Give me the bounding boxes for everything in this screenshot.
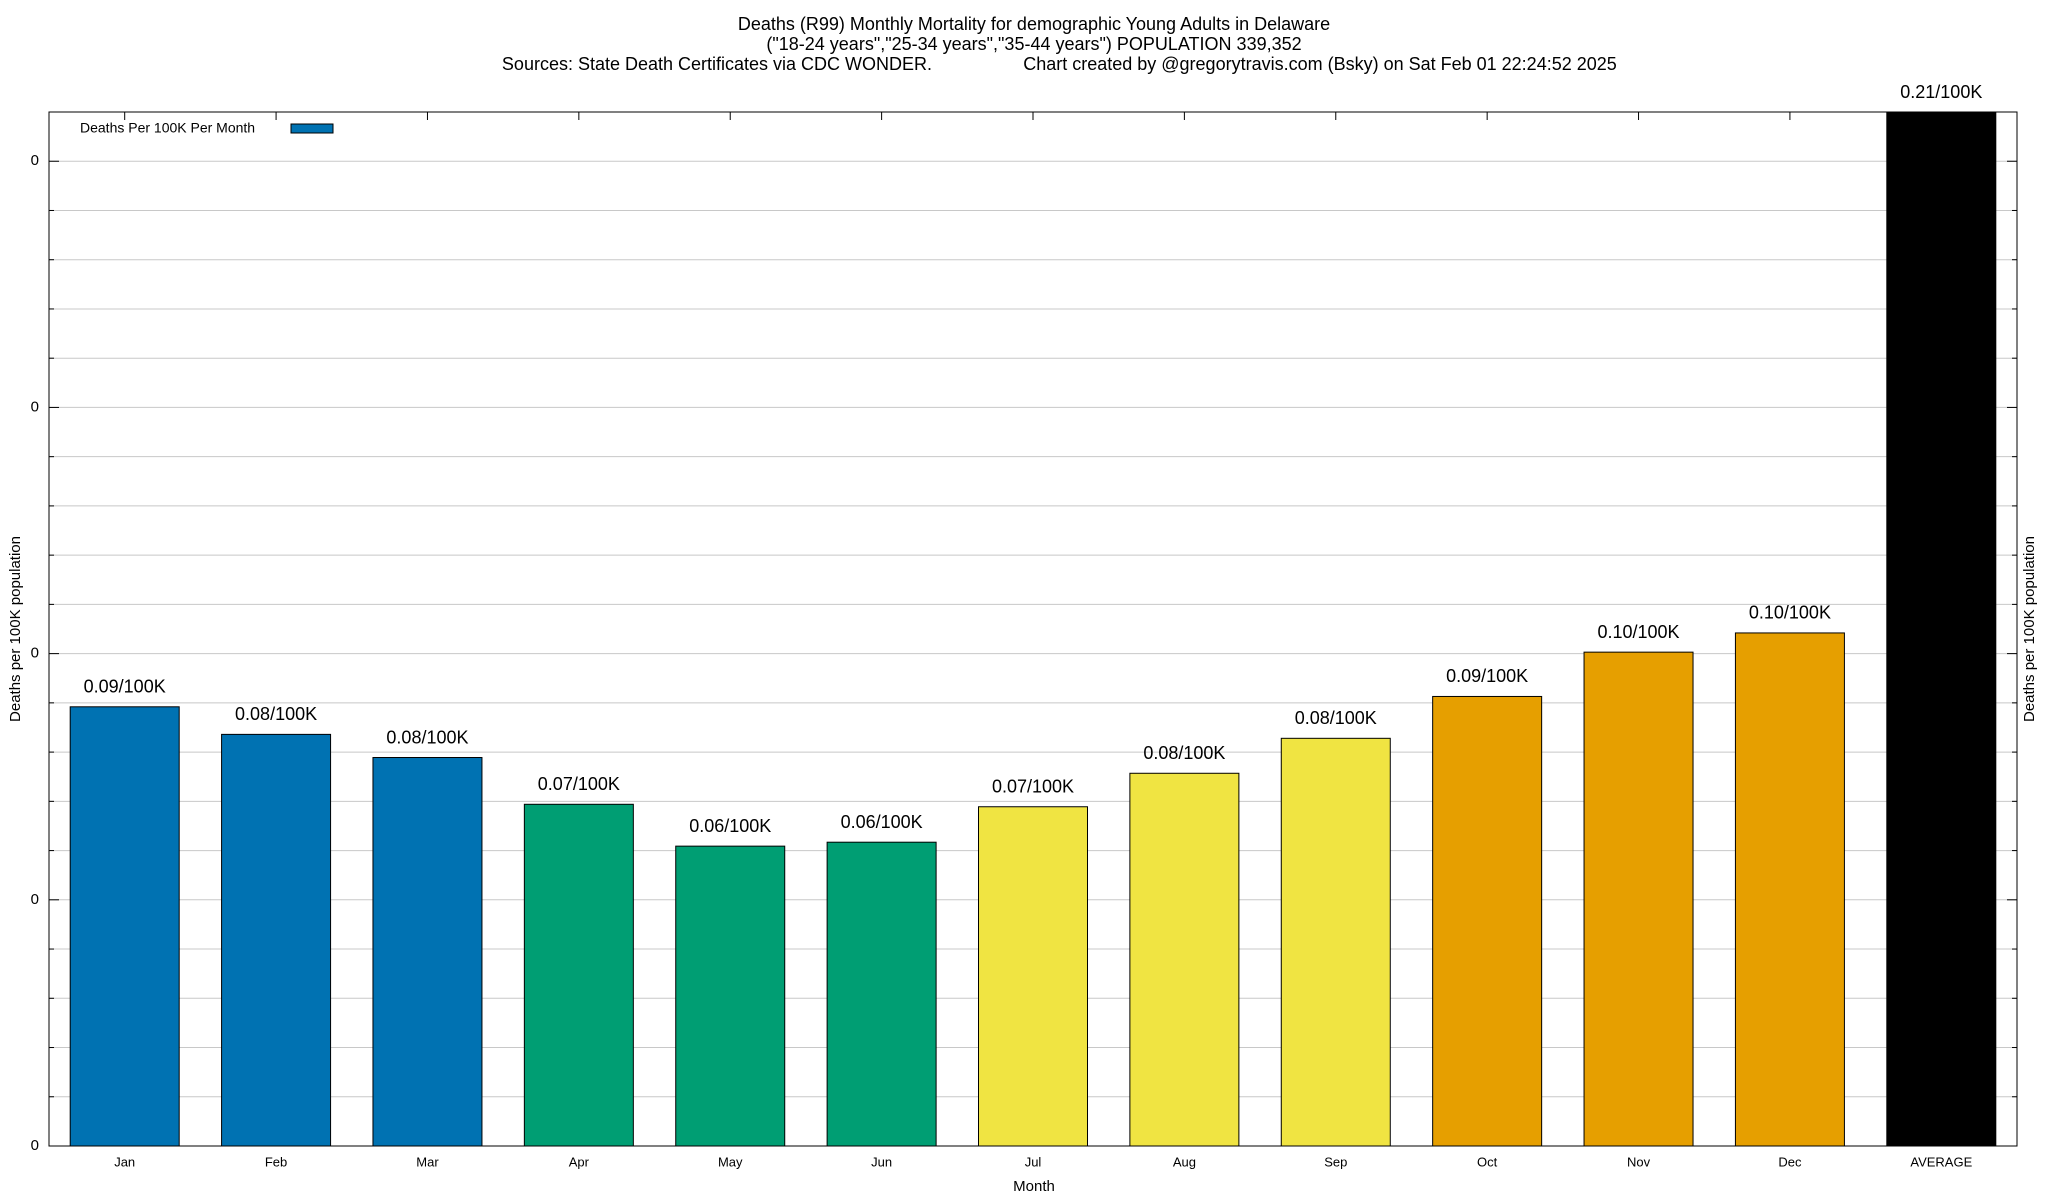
data-label: 0.10/100K: [1597, 622, 1679, 642]
chart-title: Deaths (R99) Monthly Mortality for demog…: [738, 14, 1330, 34]
x-tick-label: Sep: [1324, 1154, 1347, 1169]
bar: [1886, 111, 1997, 1147]
bar: [675, 845, 786, 1147]
data-label: 0.09/100K: [84, 677, 166, 697]
bar: [826, 841, 937, 1147]
x-tick-label: AVERAGE: [1910, 1154, 1972, 1169]
x-tick-label: May: [718, 1154, 743, 1169]
source: Sources: State Death Certificates via CD…: [502, 54, 932, 74]
plot-frame: [48, 111, 2018, 1147]
y-tick-label: 0: [31, 152, 39, 169]
bar: [523, 803, 634, 1147]
x-tick-label: Apr: [569, 1154, 590, 1169]
credit: Chart created by @gregorytravis.com (Bsk…: [1023, 54, 1617, 74]
x-tick-label: Mar: [416, 1154, 439, 1169]
data-label: 0.06/100K: [689, 816, 771, 836]
bar: [221, 733, 332, 1147]
y-tick-label: 0: [31, 1137, 39, 1154]
data-label: 0.08/100K: [1295, 708, 1377, 728]
bar: [1280, 737, 1391, 1147]
y-tick-label: 0: [31, 891, 39, 908]
x-tick-label: Jun: [871, 1154, 892, 1169]
data-label: 0.09/100K: [1446, 666, 1528, 686]
x-tick-label: Nov: [1627, 1154, 1651, 1169]
x-axis-label: Month: [1013, 1178, 1055, 1195]
x-tick-label: Oct: [1477, 1154, 1498, 1169]
bar: [978, 806, 1088, 1147]
y-tick-label: 0: [31, 645, 39, 662]
chart-subtitle: ("18-24 years","25-34 years","35-44 year…: [766, 34, 1301, 54]
x-tick-label: Feb: [265, 1154, 287, 1169]
data-label: 0.08/100K: [386, 727, 468, 747]
data-label: 0.07/100K: [538, 774, 620, 794]
y2-axis-label: Deaths per 100K population: [2021, 536, 2038, 722]
legend-label: Deaths Per 100K Per Month: [80, 120, 255, 136]
data-label: 0.21/100K: [1900, 82, 1982, 102]
y-tick-label: 0: [31, 398, 39, 415]
data-label: 0.06/100K: [841, 812, 923, 832]
bar: [69, 706, 180, 1147]
data-label: 0.07/100K: [992, 776, 1074, 796]
data-label: 0.08/100K: [1143, 743, 1225, 763]
legend-swatch: [290, 123, 334, 134]
bar: [1129, 772, 1240, 1147]
bar: [1432, 695, 1543, 1147]
x-tick-label: Jul: [1025, 1154, 1042, 1169]
x-tick-label: Dec: [1778, 1154, 1802, 1169]
bar: [372, 757, 483, 1147]
y-axis-label: Deaths per 100K population: [7, 536, 24, 722]
bar: [1734, 632, 1845, 1147]
x-tick-label: Aug: [1173, 1154, 1196, 1169]
data-label: 0.10/100K: [1749, 603, 1831, 623]
data-label: 0.08/100K: [235, 704, 317, 724]
x-tick-label: Jan: [114, 1154, 135, 1169]
bar: [1583, 651, 1694, 1147]
